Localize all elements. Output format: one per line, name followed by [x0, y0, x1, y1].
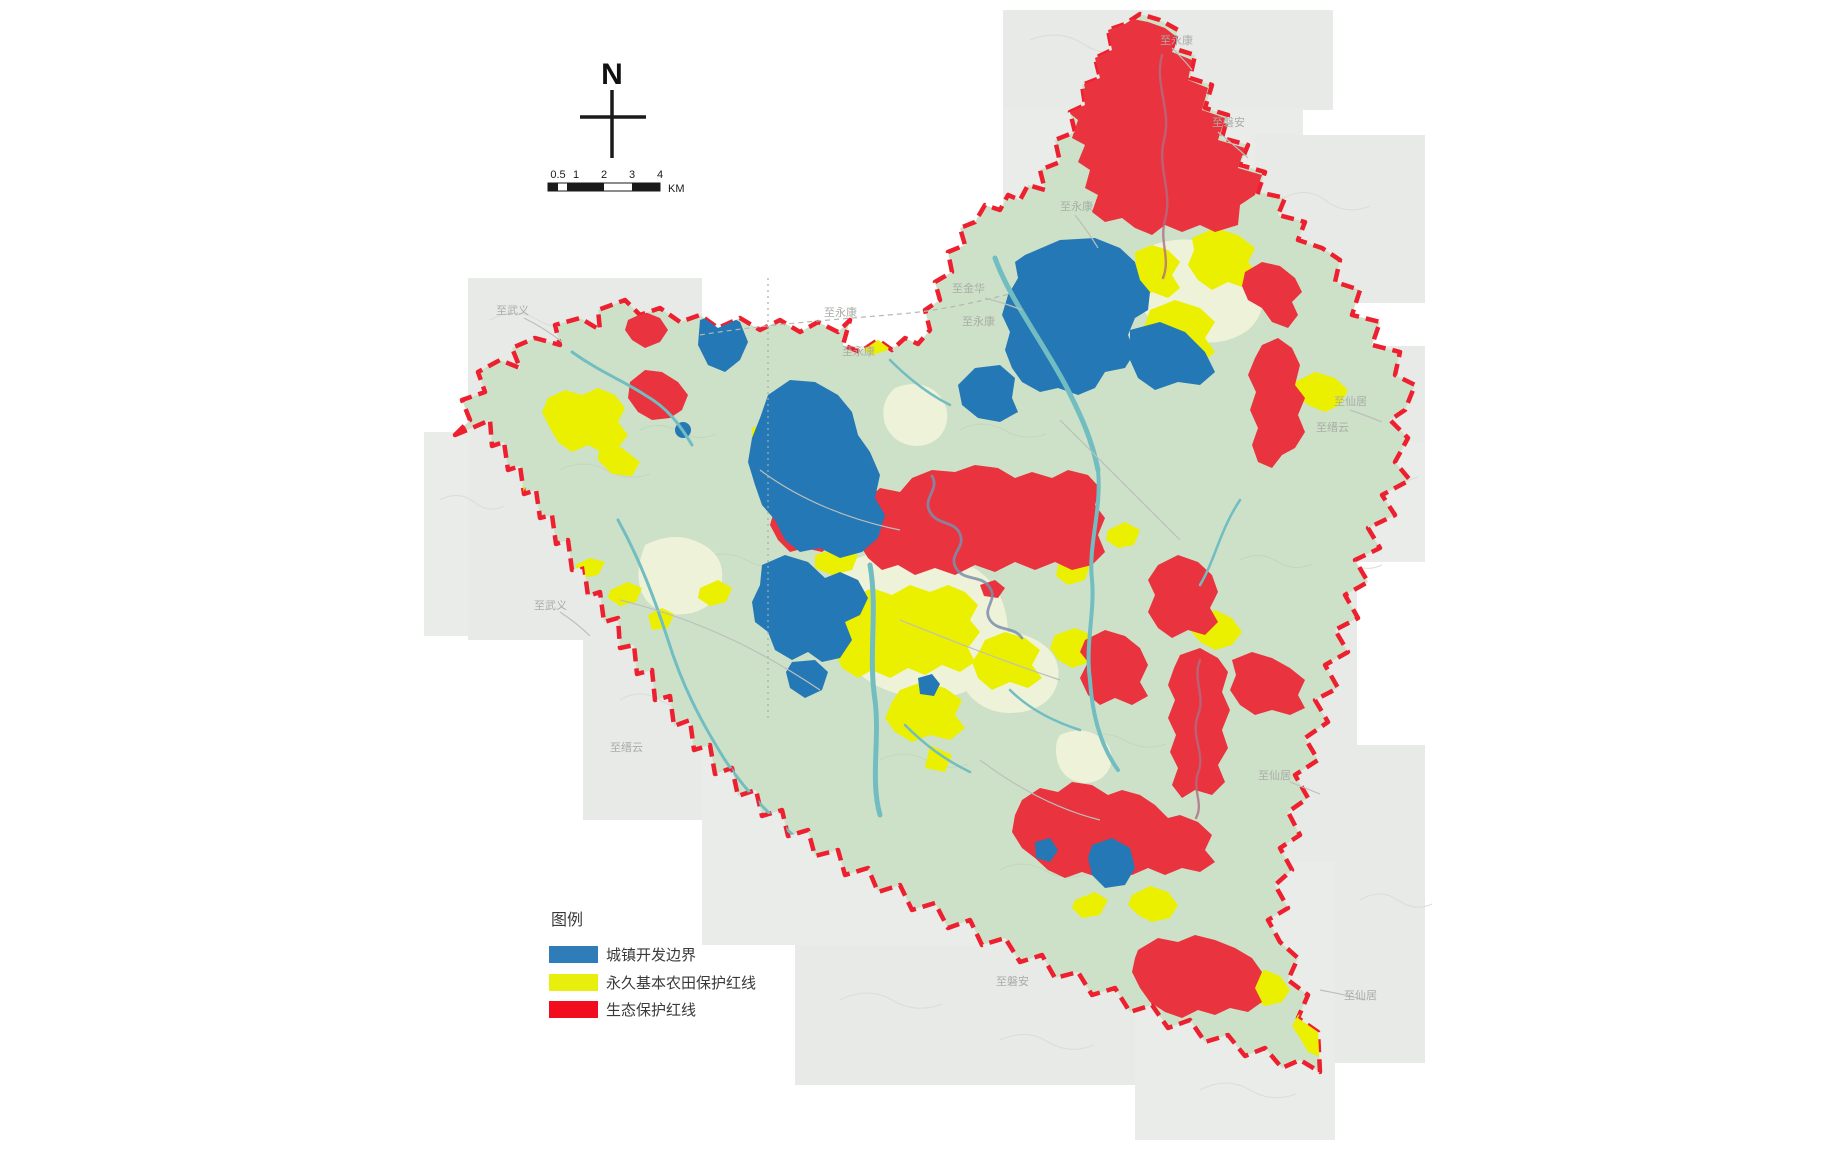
road-label: 至武义 [534, 599, 567, 612]
road-label: 至缙云 [1316, 420, 1349, 434]
meander-river [926, 474, 1024, 640]
road-label: 至仙居 [1258, 769, 1291, 782]
meander-river-east [1194, 658, 1202, 820]
scale-tick: 4 [657, 169, 663, 181]
legend-label-farmland: 永久基本农田保护红线 [606, 975, 756, 992]
scale-unit: KM [668, 183, 685, 195]
legend-swatch-urban [549, 946, 598, 963]
scale-tick: 3 [629, 169, 635, 181]
urban-patches [675, 238, 1215, 888]
road-label: 至永康 [824, 305, 857, 319]
north-arrow: N [580, 58, 646, 158]
legend-label-urban: 城镇开发边界 [606, 947, 696, 964]
rivers [570, 255, 1242, 847]
road-label: 至永康 [842, 344, 875, 358]
legend-title: 图例 [551, 911, 583, 929]
scale-tick: 0.5 [550, 169, 565, 181]
road-label: 至永康 [962, 314, 995, 328]
road-label: 至缙云 [610, 740, 643, 754]
scale-tick: 1 [573, 169, 579, 181]
road-label: 至仙居 [1334, 395, 1367, 408]
road-label: 至永康 [1060, 199, 1093, 213]
roads [619, 419, 1181, 821]
road-label: 至仙居 [1344, 989, 1377, 1002]
scale-bar: 0.5 1 2 3 4 KM [547, 169, 685, 195]
meander-river-north [1158, 53, 1169, 280]
road-label: 至金华 [952, 281, 985, 295]
legend: 图例 城镇开发边界 永久基本农田保护红线 生态保护红线 [549, 911, 756, 1019]
legend-swatch-ecological [549, 1001, 598, 1018]
road-labels: 至永康至磐安至永康至金华至永康至永康至永康至武义至武义至缙云至磐安至仙居至仙居至… [496, 33, 1377, 1002]
external-roads [523, 47, 1383, 1001]
road-label: 至磐安 [996, 974, 1029, 988]
scale-tick: 2 [601, 169, 607, 181]
north-label: N [601, 58, 623, 91]
legend-label-ecological: 生态保护红线 [606, 1002, 696, 1019]
road-label: 至武义 [496, 304, 529, 317]
road-label: 至磐安 [1212, 115, 1245, 129]
legend-swatch-farmland [549, 974, 598, 991]
road-label: 至永康 [1160, 33, 1193, 47]
